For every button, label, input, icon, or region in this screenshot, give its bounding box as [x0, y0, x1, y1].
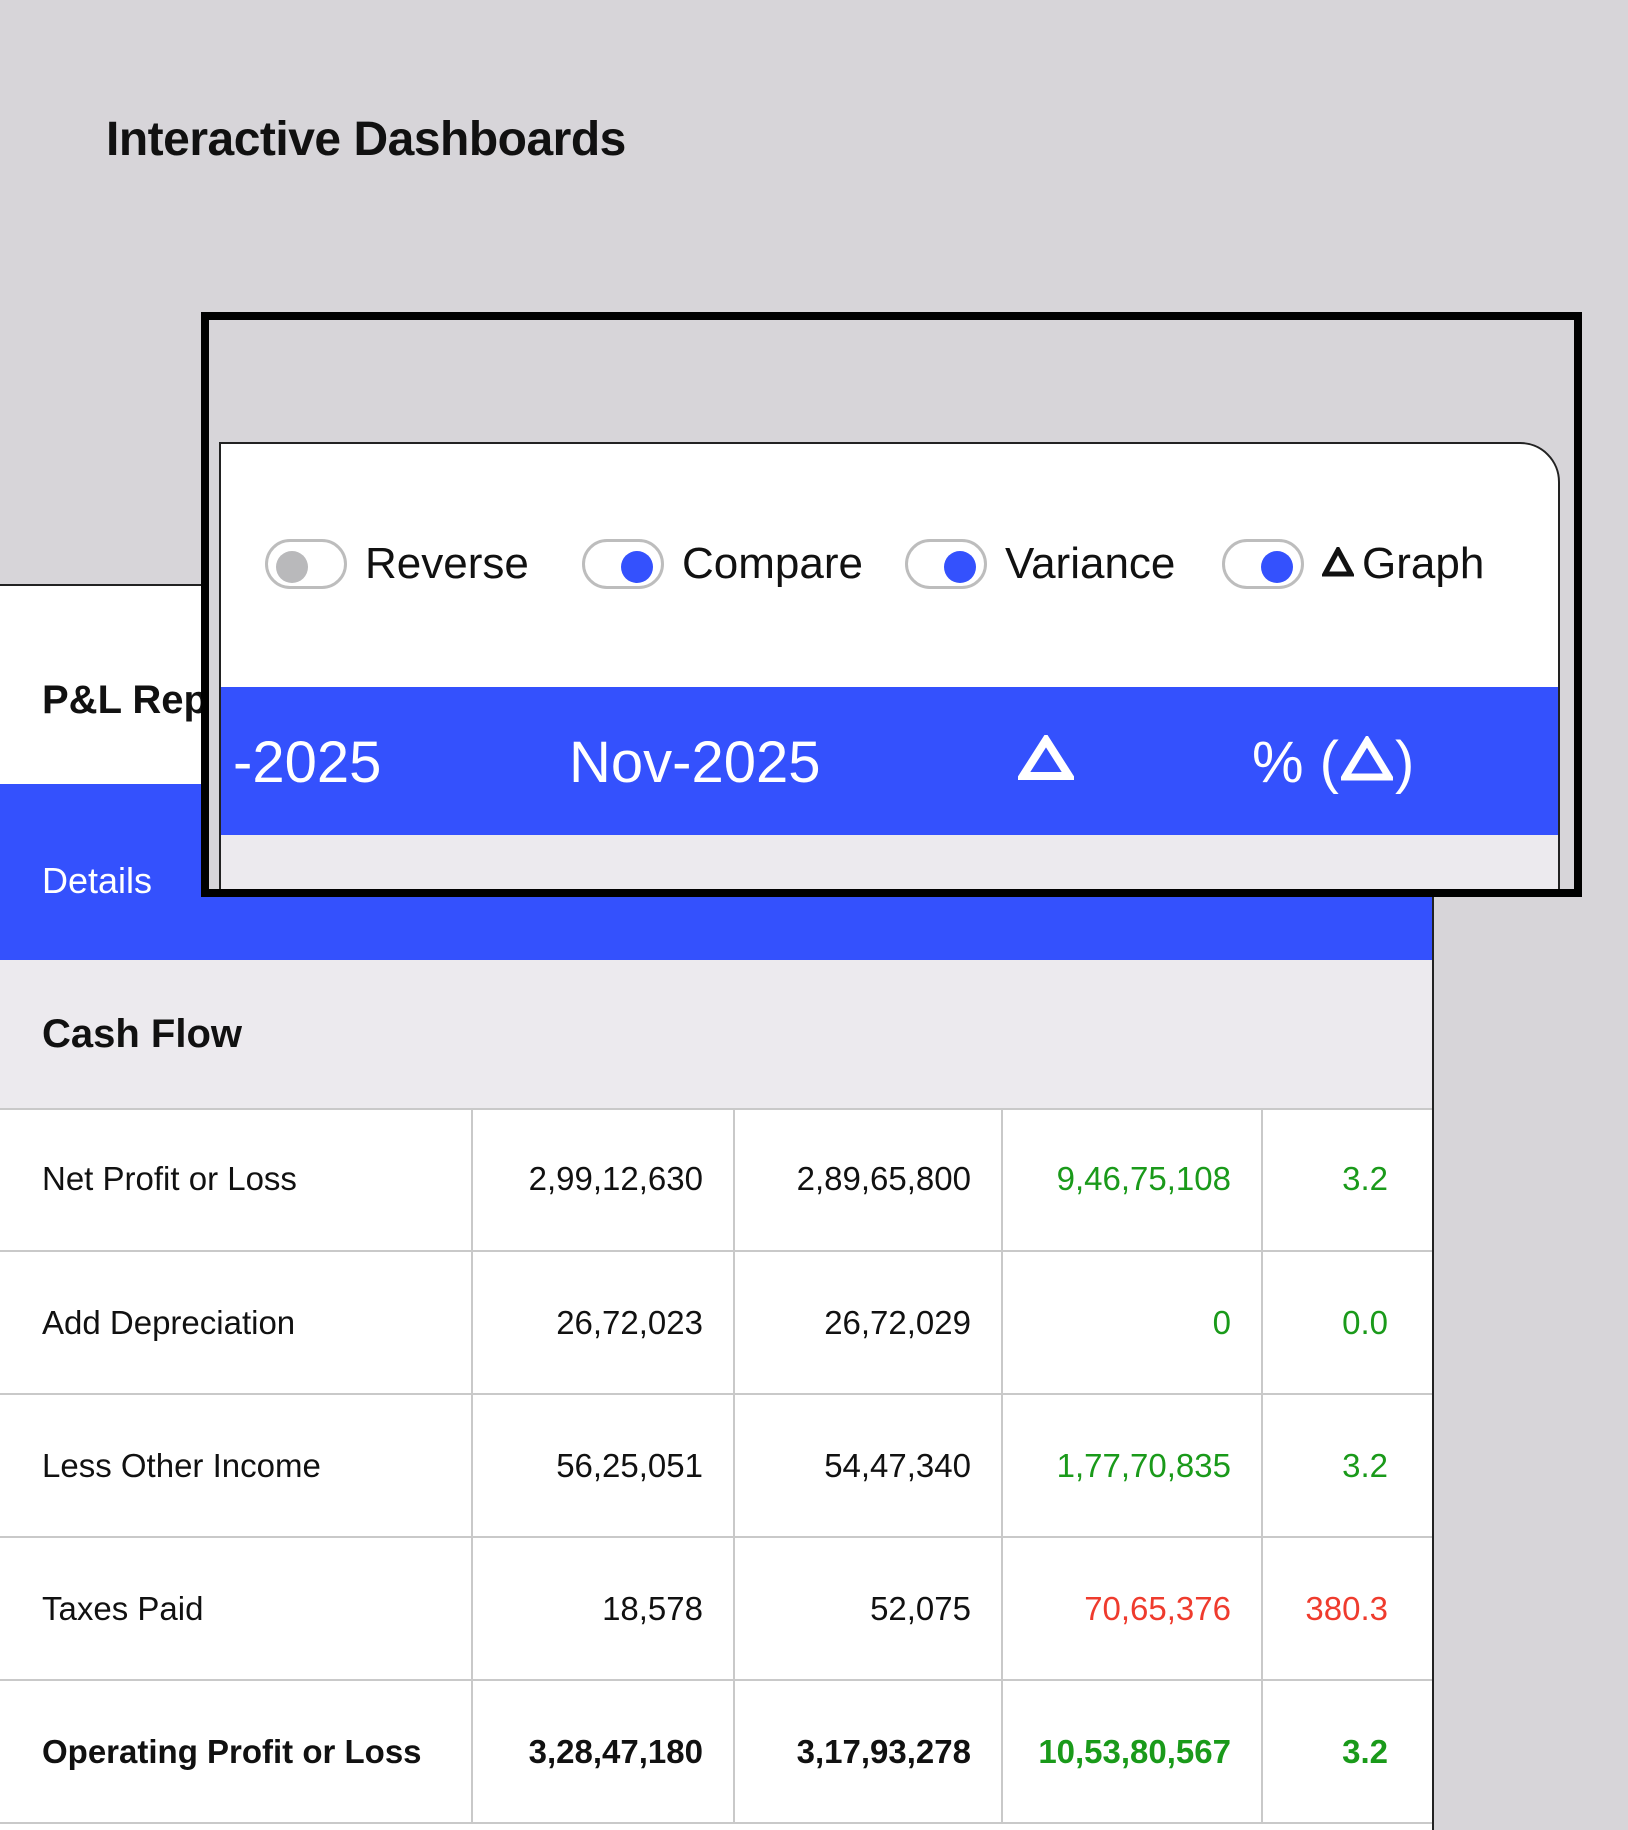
value-cell-prev: 18,578 — [472, 1537, 735, 1681]
variance-toggle[interactable] — [905, 539, 987, 589]
variance-cell: 10,53,80,567 — [1002, 1680, 1263, 1824]
percent-cell: 3.2 — [1262, 1108, 1432, 1252]
compare-toggle-group[interactable]: Compare — [582, 539, 863, 589]
section-title: Cash Flow — [42, 1012, 243, 1056]
zoom-gray-row — [221, 835, 1558, 889]
reverse-toggle[interactable] — [265, 539, 347, 589]
table-row: Less Other Income 56,25,051 54,47,340 1,77,… — [0, 1394, 1432, 1538]
table-row: Net Profit or Loss 2,99,12,630 2,89,65,800… — [0, 1108, 1432, 1252]
zoom-callout-frame: Reverse Compare Variance Graph -2025 Nov… — [201, 312, 1582, 897]
row-label: Operating Profit or Loss — [0, 1680, 473, 1824]
variance-cell: 1,77,70,835 — [1002, 1394, 1263, 1538]
graph-toggle[interactable] — [1222, 539, 1304, 589]
delta-icon — [1320, 544, 1356, 582]
percent-cell: 3.2 — [1262, 1394, 1432, 1538]
row-label: Less Other Income — [0, 1394, 473, 1538]
delta-icon — [1338, 729, 1396, 796]
variance-cell: 9,46,75,108 — [1002, 1108, 1263, 1252]
value-cell-current: 3,17,93,278 — [734, 1680, 1003, 1824]
reverse-toggle-group[interactable]: Reverse — [265, 539, 529, 589]
variance-label: Variance — [1005, 539, 1176, 588]
percent-cell: 3.2 — [1262, 1680, 1432, 1824]
value-cell-current: 2,89,65,800 — [734, 1108, 1003, 1252]
compare-label: Compare — [682, 539, 863, 588]
toggle-knob — [944, 551, 976, 583]
toggle-knob — [621, 551, 653, 583]
cash-flow-table: Net Profit or Loss 2,99,12,630 2,89,65,800… — [0, 1108, 1432, 1824]
percent-prefix: % ( — [1252, 730, 1339, 795]
value-cell-prev: 3,28,47,180 — [472, 1680, 735, 1824]
toggle-knob — [276, 551, 308, 583]
variance-cell: 0 — [1002, 1251, 1263, 1395]
reverse-label: Reverse — [365, 539, 529, 588]
delta-icon — [1015, 732, 1077, 786]
row-label: Add Depreciation — [0, 1251, 473, 1395]
percent-suffix: ) — [1395, 730, 1415, 795]
graph-toggle-group[interactable]: Graph — [1222, 539, 1484, 589]
details-label: Details — [42, 860, 153, 901]
table-row: Taxes Paid 18,578 52,075 70,65,376 380.3 — [0, 1537, 1432, 1681]
zoom-card: Reverse Compare Variance Graph -2025 Nov… — [219, 442, 1560, 889]
value-cell-prev: 26,72,023 — [472, 1251, 735, 1395]
page-title: Interactive Dashboards — [106, 113, 626, 166]
table-row: Operating Profit or Loss 3,28,47,180 3,17,… — [0, 1680, 1432, 1824]
variance-toggle-group[interactable]: Variance — [905, 539, 1175, 589]
column-header-percent-delta: % ( ) — [1252, 729, 1414, 796]
value-cell-prev: 2,99,12,630 — [472, 1108, 735, 1252]
row-label: Net Profit or Loss — [0, 1108, 473, 1252]
graph-label: Graph — [1362, 539, 1485, 588]
cash-flow-section-header: Cash Flow — [0, 960, 1432, 1110]
report-title: P&L Repo — [42, 678, 233, 722]
value-cell-current: 52,075 — [734, 1537, 1003, 1681]
compare-toggle[interactable] — [582, 539, 664, 589]
table-row: Add Depreciation 26,72,023 26,72,029 0 0.0 — [0, 1251, 1432, 1395]
percent-cell: 0.0 — [1262, 1251, 1432, 1395]
column-header-bar: -2025 Nov-2025 % ( ) — [221, 687, 1558, 835]
percent-cell: 380.3 — [1262, 1537, 1432, 1681]
toggle-knob — [1261, 551, 1293, 583]
column-header-nov-2025: Nov-2025 — [569, 730, 821, 795]
value-cell-prev: 56,25,051 — [472, 1394, 735, 1538]
variance-cell: 70,65,376 — [1002, 1537, 1263, 1681]
row-label: Taxes Paid — [0, 1537, 473, 1681]
column-header-prev-month: -2025 — [233, 730, 382, 795]
value-cell-current: 54,47,340 — [734, 1394, 1003, 1538]
value-cell-current: 26,72,029 — [734, 1251, 1003, 1395]
